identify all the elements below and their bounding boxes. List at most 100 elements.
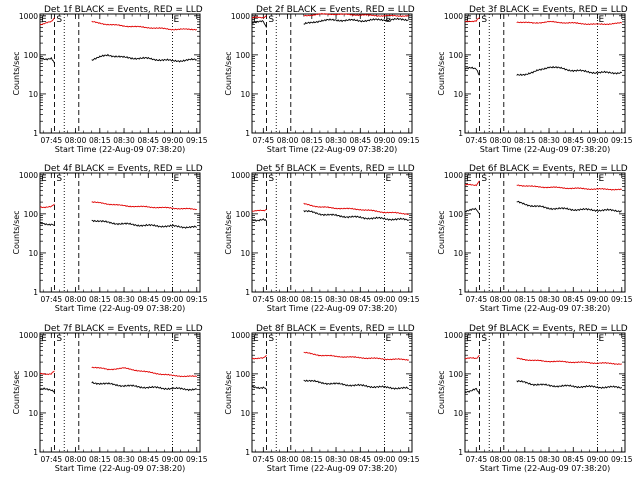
events-series-line	[303, 209, 410, 222]
y-tick-label: 100	[236, 370, 251, 379]
y-tick-label: 1000	[231, 171, 250, 180]
x-axis-label: Start Time (22-Aug-09 07:38:20)	[267, 145, 398, 154]
y-tick-label: 1	[245, 129, 250, 138]
lld-series-line	[303, 12, 409, 18]
panel-det-7: Det 7f BLACK = Events, RED = LLD 1 10 100 10…	[12, 324, 208, 473]
lld-series-line	[303, 202, 410, 216]
y-tick-label: 1	[458, 448, 463, 457]
x-tick-label: 07:45	[41, 136, 63, 145]
plot-frame	[464, 332, 626, 453]
plot-frame	[464, 172, 626, 293]
y-tick-label: 10	[28, 409, 38, 418]
y-axis-label: Counts/sec	[437, 51, 446, 95]
x-tick-label: 08:15	[514, 455, 536, 464]
x-tick-label: 08:45	[562, 295, 584, 304]
x-tick-label: 08:30	[325, 295, 347, 304]
y-axis-label: Counts/sec	[437, 210, 446, 254]
x-tick-label: 08:15	[89, 136, 111, 145]
y-tick-label: 1	[33, 448, 38, 457]
marker-e-label: E	[174, 174, 180, 184]
y-tick-label: 10	[240, 249, 250, 258]
y-axis-label: Counts/sec	[437, 370, 446, 414]
events-series-line	[39, 387, 55, 393]
x-tick-label: 08:00	[65, 455, 87, 464]
x-tick-label: 08:30	[325, 455, 347, 464]
x-tick-label: 08:30	[538, 136, 560, 145]
x-tick-label: 07:45	[253, 455, 275, 464]
plot-frame	[39, 172, 201, 293]
lld-series-line	[251, 15, 267, 19]
panel-det-3: Det 3f BLACK = Events, RED = LLD 1 10 100 10…	[437, 5, 633, 154]
x-tick-label: 08:00	[490, 136, 512, 145]
x-tick-label: 08:15	[514, 295, 536, 304]
y-tick-label: 1	[245, 448, 250, 457]
events-series-line	[464, 207, 480, 215]
y-tick-label: 10	[240, 90, 250, 99]
x-tick-label: 08:15	[301, 455, 323, 464]
marker-s-label: S	[481, 174, 487, 184]
lld-series-line	[464, 180, 480, 187]
y-tick-label: 1000	[231, 12, 250, 21]
x-tick-label: 09:00	[162, 455, 184, 464]
lld-series-line	[516, 20, 623, 26]
events-series-line	[516, 380, 623, 390]
x-tick-label: 08:30	[113, 295, 135, 304]
lld-series-line	[91, 366, 198, 378]
x-tick-label: 09:00	[374, 136, 396, 145]
marker-e-label: E	[41, 15, 47, 25]
x-axis-label: Start Time (22-Aug-09 07:38:20)	[480, 464, 611, 473]
marker-e-label: E	[174, 15, 180, 25]
marker-s-label: S	[268, 15, 274, 25]
y-tick-label: 1000	[444, 171, 463, 180]
x-tick-label: 07:45	[41, 295, 63, 304]
x-tick-label: 08:30	[113, 136, 135, 145]
y-tick-label: 1	[458, 288, 463, 297]
panel-det-8: Det 8f BLACK = Events, RED = LLD 1 10 100 10…	[224, 324, 420, 473]
y-tick-label: 10	[453, 249, 463, 258]
y-tick-label: 10	[28, 90, 38, 99]
x-tick-label: 08:45	[562, 136, 584, 145]
x-tick-label: 07:45	[253, 136, 275, 145]
x-tick-label: 08:00	[490, 295, 512, 304]
x-tick-label: 07:45	[466, 136, 488, 145]
x-axis-label: Start Time (22-Aug-09 07:38:20)	[267, 304, 398, 313]
lld-series-line	[91, 20, 198, 31]
marker-e-label: E	[253, 174, 259, 184]
x-tick-label: 09:15	[186, 295, 208, 304]
x-tick-label: 09:00	[587, 295, 609, 304]
y-tick-label: 1	[458, 129, 463, 138]
y-tick-label: 1000	[444, 331, 463, 340]
x-tick-label: 09:15	[611, 136, 633, 145]
x-axis-label: Start Time (22-Aug-09 07:38:20)	[480, 145, 611, 154]
x-tick-label: 08:00	[490, 455, 512, 464]
y-tick-label: 1	[33, 288, 38, 297]
y-tick-label: 1000	[19, 12, 38, 21]
panel-det-5: Det 5f BLACK = Events, RED = LLD 1 10 100 10…	[224, 164, 420, 313]
marker-e-label: E	[174, 334, 180, 344]
events-series-line	[303, 379, 409, 390]
x-tick-label: 07:45	[466, 295, 488, 304]
x-tick-label: 08:00	[277, 455, 299, 464]
plot-frame	[251, 332, 413, 453]
marker-e-label: E	[466, 174, 472, 184]
events-series-line	[91, 381, 198, 392]
events-series-line	[91, 53, 198, 63]
lld-series-line	[516, 357, 622, 366]
marker-s-label: S	[481, 334, 487, 344]
marker-e-label: E	[599, 334, 605, 344]
x-tick-label: 08:45	[137, 295, 159, 304]
events-series-line	[251, 218, 267, 222]
x-tick-label: 09:15	[398, 295, 420, 304]
x-tick-label: 09:00	[374, 455, 396, 464]
marker-e-label: E	[253, 334, 259, 344]
x-tick-label: 09:00	[162, 295, 184, 304]
lld-series-line	[516, 184, 623, 191]
x-tick-label: 08:45	[137, 136, 159, 145]
y-tick-label: 10	[28, 249, 38, 258]
x-tick-label: 08:15	[301, 295, 323, 304]
events-series-line	[303, 17, 410, 25]
x-tick-label: 08:30	[113, 455, 135, 464]
x-tick-label: 08:30	[325, 136, 347, 145]
x-axis-label: Start Time (22-Aug-09 07:38:20)	[55, 145, 186, 154]
y-tick-label: 100	[24, 210, 39, 219]
